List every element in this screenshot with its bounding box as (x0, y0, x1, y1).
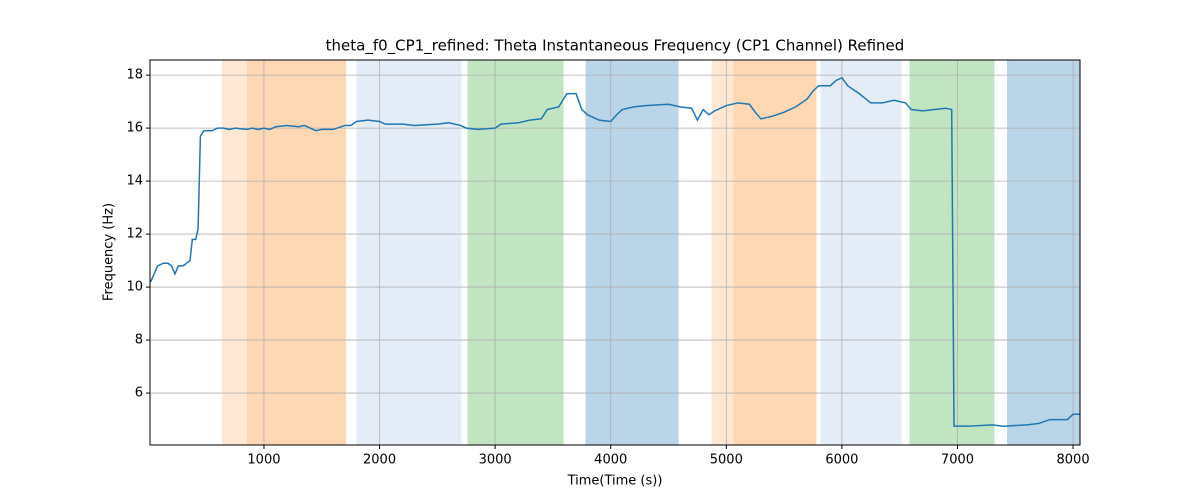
shaded-span (585, 60, 679, 445)
grid (150, 60, 1080, 445)
y-tick-label: 18 (126, 68, 143, 83)
y-tick-label: 14 (126, 174, 143, 189)
x-axis-label: Time(Time (s)) (567, 474, 663, 489)
x-tick-label: 4000 (594, 453, 627, 468)
x-tick-label: 1000 (247, 453, 280, 468)
x-tick-label: 5000 (710, 453, 743, 468)
ticks: 1000 2000 3000 4000 5000 6000 7000 8000 6 8 10 12 14… (126, 68, 1089, 468)
shaded-span (1007, 60, 1080, 445)
x-tick-label: 3000 (479, 453, 512, 468)
x-tick-label: 7000 (941, 453, 974, 468)
x-tick-label: 2000 (363, 453, 396, 468)
shaded-span (711, 60, 734, 445)
y-tick-label: 10 (126, 280, 143, 295)
lines (150, 76, 1080, 427)
shaded-span (356, 60, 462, 445)
y-tick-label: 12 (126, 227, 143, 242)
y-tick-label: 8 (135, 333, 143, 348)
shaded-span (467, 60, 564, 445)
y-axis-label: Frequency (Hz) (102, 203, 117, 301)
shaded-span (733, 60, 817, 445)
y-tick-label: 16 (126, 121, 143, 136)
y-tick-label: 6 (135, 386, 143, 401)
shaded-span (820, 60, 902, 445)
x-tick-label: 6000 (825, 453, 858, 468)
axes-frame (149, 59, 1081, 446)
spans (222, 60, 1080, 445)
x-tick-label: 8000 (1057, 453, 1090, 468)
data-line (150, 76, 1080, 427)
chart-title: theta_f0_CP1_refined: Theta Instantaneou… (326, 37, 905, 56)
shaded-span (222, 60, 247, 445)
shaded-span (246, 60, 347, 445)
